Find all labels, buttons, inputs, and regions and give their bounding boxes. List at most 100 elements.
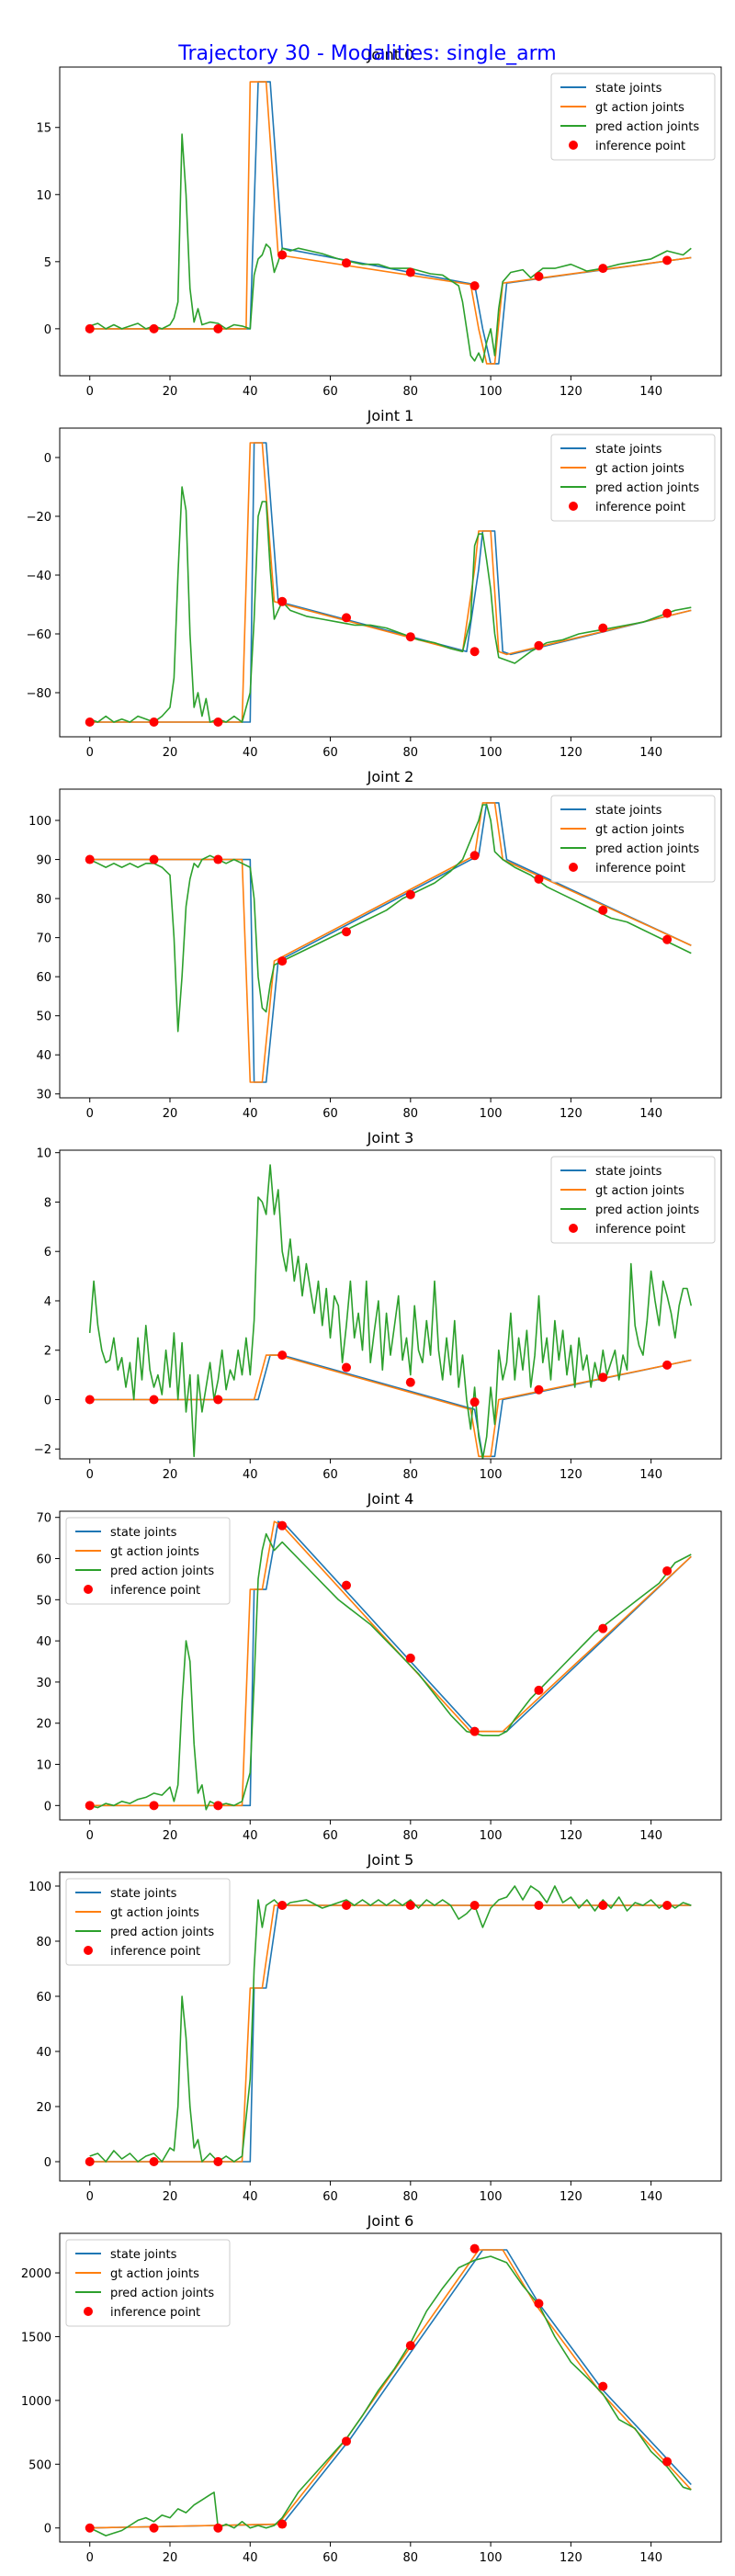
x-tick-label: 100 <box>480 1107 503 1121</box>
legend: state joints gt action joints pred action … <box>65 2239 231 2327</box>
inference-point <box>534 2299 544 2309</box>
y-tick-label: 2000 <box>21 2267 51 2281</box>
inference-point <box>405 2341 415 2351</box>
axes-frame <box>59 2232 722 2543</box>
x-tick-label: 20 <box>163 1107 178 1121</box>
legend-label: gt action joints <box>595 823 684 837</box>
legend-label: gt action joints <box>595 1184 684 1198</box>
y-tick-label: −2 <box>34 1443 51 1457</box>
x-tick-label: 120 <box>560 1468 582 1482</box>
plot-area <box>85 802 692 1083</box>
y-tick-label: 0 <box>44 323 51 337</box>
y-tick-label: 60 <box>36 1991 51 2005</box>
legend-label: state joints <box>110 1887 177 1901</box>
inference-point <box>342 2436 351 2446</box>
x-tick-label: 80 <box>403 746 419 760</box>
y-tick-label: 60 <box>36 1554 51 1567</box>
y-tick-label: 0 <box>44 1394 51 1407</box>
y-tick-label: 40 <box>36 1049 51 1063</box>
subplot-joint-4: Joint 4 0 20 40 60 80 100 120 140 0 10 20 30 40 50 60 70… <box>36 1490 722 1843</box>
inference-point <box>534 640 544 650</box>
legend-label: inference point <box>595 1223 685 1237</box>
legend-box <box>550 73 716 161</box>
y-tick-label: −80 <box>27 687 51 701</box>
inference-point <box>469 1397 480 1407</box>
legend-label: state joints <box>110 1526 177 1540</box>
x-tick-label: 80 <box>403 1107 419 1121</box>
legend: state joints gt action joints pred action … <box>550 1156 716 1244</box>
x-tick-label: 80 <box>403 385 419 399</box>
y-tick-label: −20 <box>27 511 51 525</box>
x-tick-label: 60 <box>322 1829 338 1843</box>
legend-marker-inference <box>84 1946 93 1955</box>
x-tick-label: 20 <box>163 1829 178 1843</box>
legend-label: inference point <box>595 862 685 876</box>
legend-label: inference point <box>110 2306 200 2320</box>
y-tick-label: 0 <box>44 1800 51 1813</box>
legend-box <box>550 434 716 522</box>
y-tick-label: 10 <box>36 1759 51 1773</box>
inference-point <box>149 2157 159 2166</box>
inference-point <box>598 1373 608 1383</box>
x-tick-label: 140 <box>639 746 662 760</box>
subplot-joint-5: Joint 5 0 20 40 60 80 100 120 140 0 20 40 60 80 100 sta… <box>28 1851 722 2204</box>
legend-label: state joints <box>110 2248 177 2262</box>
series-line-state <box>89 442 692 723</box>
y-tick-label: 50 <box>36 1594 51 1608</box>
subplot-joint-2: Joint 2 0 20 40 60 80 100 120 140 30 40 50 60 70 80 90 1… <box>28 768 722 1121</box>
legend-marker-inference <box>569 1224 578 1233</box>
inference-point <box>662 1901 673 1910</box>
x-tick-label: 120 <box>560 1829 582 1843</box>
inference-point <box>85 1801 95 1811</box>
subplot-joint-3: Joint 3 0 20 40 60 80 100 120 140 −2 0 2 4 6 8 10 state … <box>34 1129 722 1482</box>
legend-marker-inference <box>569 502 578 511</box>
legend-label: state joints <box>595 804 662 818</box>
inference-point <box>534 1685 544 1695</box>
inference-point <box>405 889 415 899</box>
axes-frame <box>59 1149 722 1460</box>
series-line-pred <box>89 486 692 723</box>
y-tick-label: 100 <box>28 815 51 829</box>
inference-point <box>405 267 415 277</box>
y-tick-label: 0 <box>44 2523 51 2536</box>
inference-point <box>149 1395 159 1405</box>
series-line-gt <box>89 1354 692 1458</box>
subplot-joint-1: Joint 1 0 20 40 60 80 100 120 140 −80 −60 −40 −20 0 st… <box>27 407 722 760</box>
x-tick-label: 100 <box>480 1829 503 1843</box>
x-tick-label: 100 <box>480 2190 503 2204</box>
x-tick-label: 140 <box>639 1829 662 1843</box>
inference-point <box>405 1377 415 1387</box>
x-tick-label: 20 <box>163 385 178 399</box>
y-tick-label: 70 <box>36 932 51 946</box>
x-tick-label: 20 <box>163 746 178 760</box>
inference-point <box>662 934 673 944</box>
x-tick-label: 140 <box>639 1107 662 1121</box>
x-tick-label: 140 <box>639 1468 662 1482</box>
inference-point <box>662 1360 673 1370</box>
x-tick-label: 0 <box>86 2551 94 2565</box>
legend-label: inference point <box>595 501 685 514</box>
series-line-gt <box>89 1520 692 1807</box>
plot-area <box>85 442 692 727</box>
y-tick-label: 20 <box>36 2101 51 2115</box>
y-tick-label: 6 <box>44 1246 51 1260</box>
legend-box <box>65 2239 231 2327</box>
inference-point <box>405 1653 415 1663</box>
y-tick-label: 1000 <box>21 2395 51 2409</box>
inference-point <box>213 2523 223 2533</box>
inference-point <box>534 874 544 884</box>
plot-area <box>85 81 692 365</box>
x-tick-label: 40 <box>243 2190 258 2204</box>
legend-box <box>550 795 716 883</box>
y-tick-label: 30 <box>36 1089 51 1102</box>
inference-point <box>534 271 544 281</box>
x-tick-label: 40 <box>243 1468 258 1482</box>
legend: state joints gt action joints pred action … <box>550 795 716 883</box>
legend-label: gt action joints <box>595 101 684 115</box>
inference-point <box>534 1384 544 1395</box>
inference-point <box>342 1901 351 1910</box>
y-tick-label: 2 <box>44 1345 51 1359</box>
inference-point <box>213 2157 223 2166</box>
x-tick-label: 60 <box>322 746 338 760</box>
inference-point <box>85 1395 95 1405</box>
